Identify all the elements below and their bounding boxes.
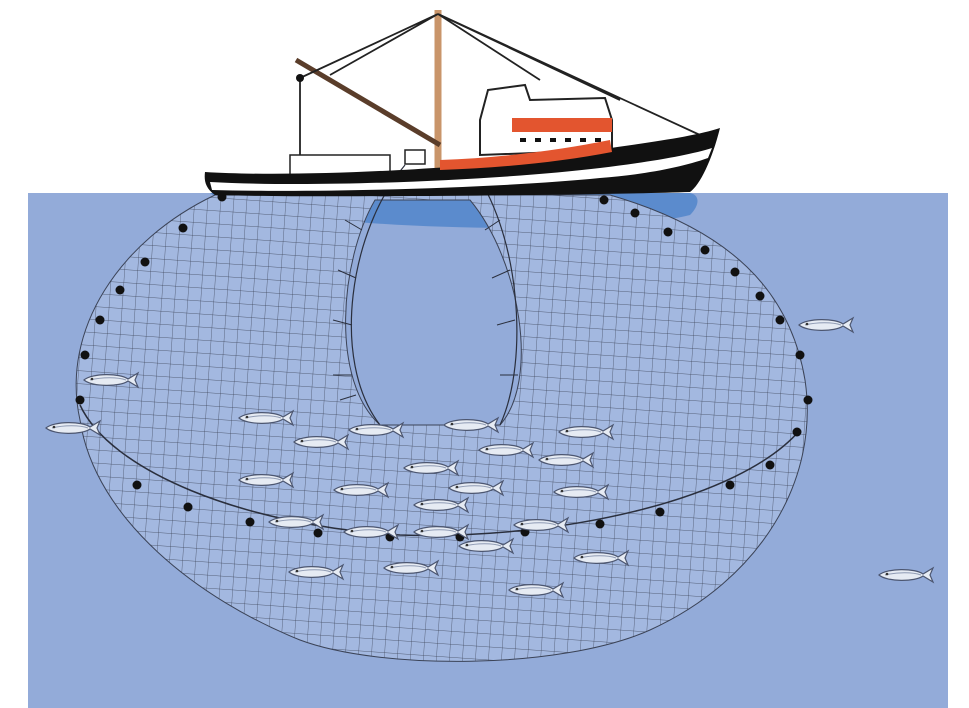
hull-stripe (210, 148, 712, 191)
float-line (75, 192, 813, 542)
float (132, 480, 142, 490)
float (765, 460, 775, 470)
net-rim (79, 404, 801, 537)
float (313, 528, 323, 538)
float (95, 315, 105, 325)
float (183, 502, 193, 512)
float (795, 350, 805, 360)
float (115, 285, 125, 295)
block (296, 74, 304, 82)
float (599, 195, 609, 205)
float (595, 519, 605, 529)
hull (204, 128, 720, 197)
float (80, 350, 90, 360)
float (178, 223, 188, 233)
float (803, 395, 813, 405)
float (730, 267, 740, 277)
float (245, 517, 255, 527)
purse-rings (332, 219, 518, 401)
rigging (299, 13, 701, 165)
float (75, 395, 85, 405)
float (140, 257, 150, 267)
hull-red (440, 140, 612, 170)
float (755, 291, 765, 301)
boom (294, 57, 442, 148)
float (630, 208, 640, 218)
float (655, 507, 665, 517)
float (663, 227, 673, 237)
boat (204, 10, 720, 197)
float (775, 315, 785, 325)
power-block (404, 149, 426, 165)
float (725, 480, 735, 490)
float (792, 427, 802, 437)
cabin-band (512, 118, 612, 132)
float (700, 245, 710, 255)
